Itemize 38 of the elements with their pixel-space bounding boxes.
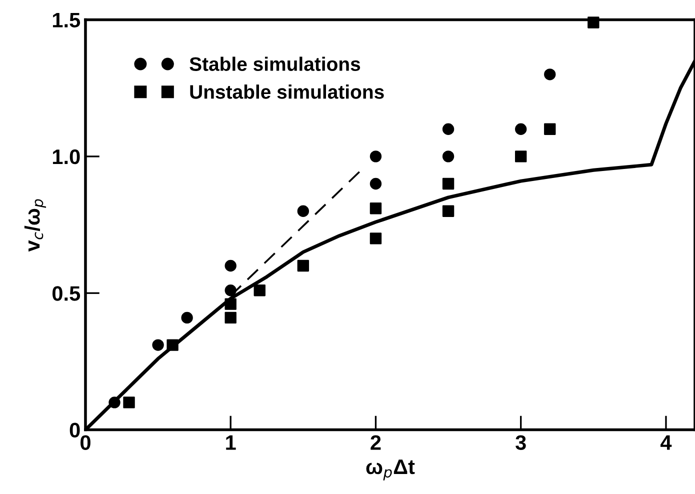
point xyxy=(515,150,527,162)
point xyxy=(370,150,382,162)
point xyxy=(588,16,600,28)
point xyxy=(515,123,527,135)
point xyxy=(123,396,135,408)
y-tick-label: 1.5 xyxy=(52,12,80,28)
legend-label: Stable simulations xyxy=(190,56,360,71)
point xyxy=(442,205,454,217)
point xyxy=(254,284,266,296)
point xyxy=(370,178,382,190)
point xyxy=(297,205,310,217)
point xyxy=(166,339,178,351)
point xyxy=(297,260,310,272)
y-tick-label: 0.5 xyxy=(52,286,80,301)
point xyxy=(442,178,454,190)
point xyxy=(370,232,382,244)
point xyxy=(370,202,382,214)
y-tick-label: 0 xyxy=(70,422,80,438)
point xyxy=(442,150,454,162)
point xyxy=(224,260,236,272)
x-tick-label: 1 xyxy=(226,435,236,450)
point xyxy=(224,298,236,310)
x-tick-label: 3 xyxy=(516,435,526,450)
point xyxy=(224,284,236,296)
x-tick-label: 4 xyxy=(660,435,672,450)
y-axis-title: v$_{c}$/ω$_{p}$ xyxy=(24,199,46,252)
point xyxy=(544,68,556,80)
y-tick-label: 1.0 xyxy=(52,149,80,164)
point xyxy=(442,123,454,135)
x-axis-title: ω$_{p}$Δt xyxy=(366,460,415,480)
point xyxy=(108,396,120,408)
point xyxy=(181,312,193,324)
legend-label: Unstable simulations xyxy=(190,84,384,99)
point xyxy=(544,123,556,135)
point xyxy=(224,312,236,324)
x-tick-label: 2 xyxy=(370,435,381,450)
point xyxy=(152,339,164,351)
x-tick-label: 0 xyxy=(80,435,90,450)
